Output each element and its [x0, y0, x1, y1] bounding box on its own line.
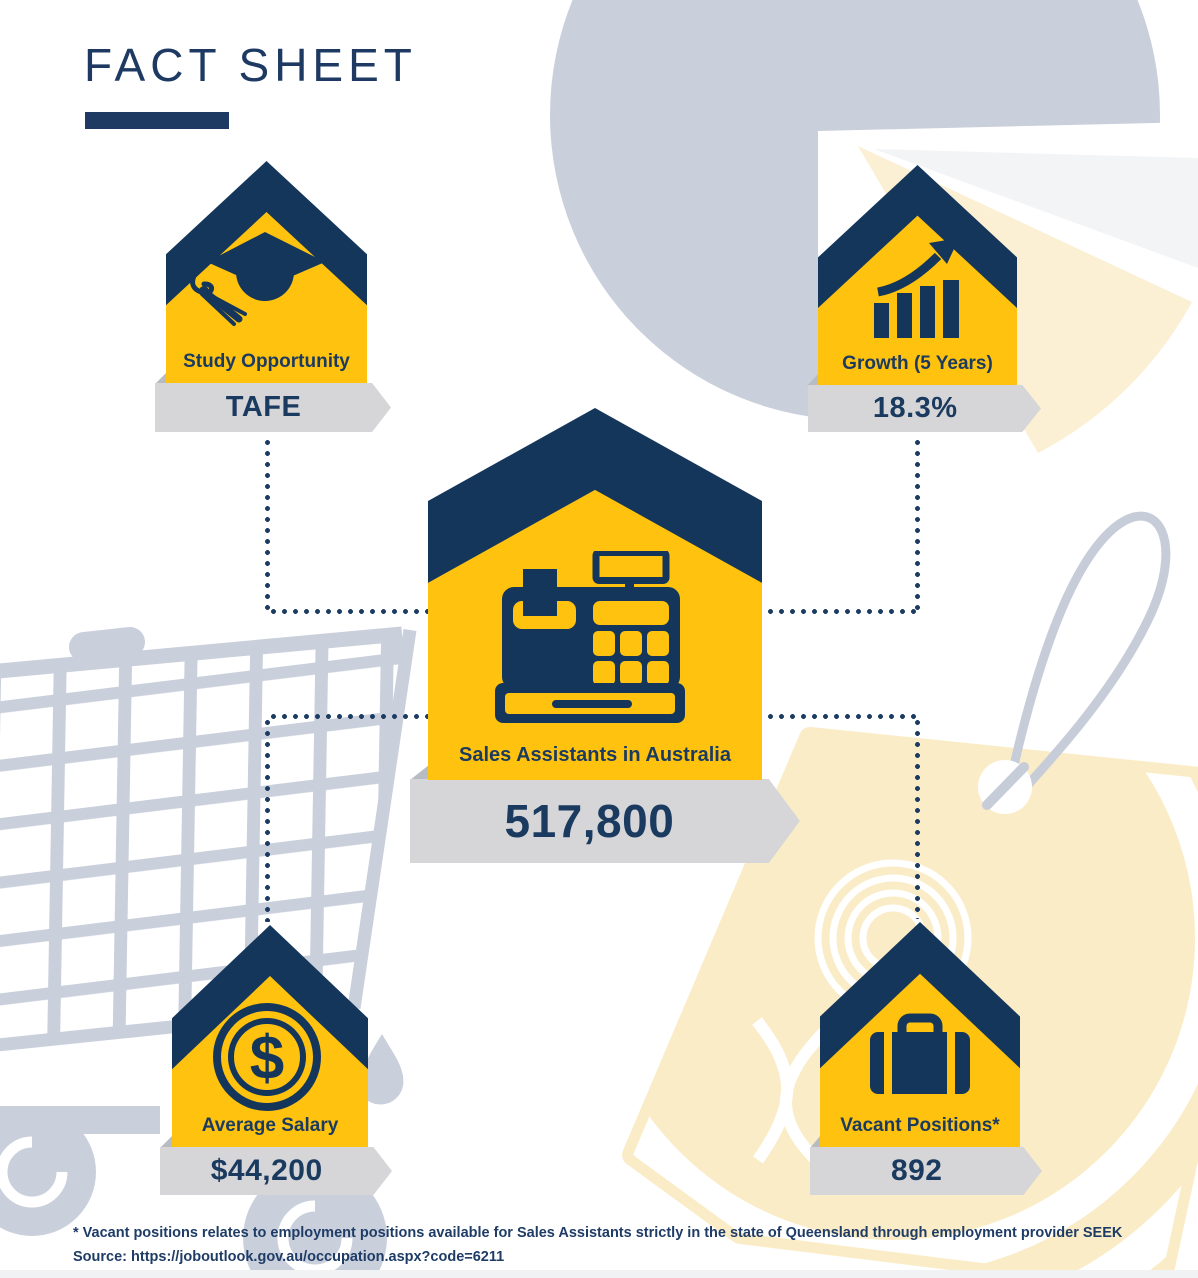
stat-label: Sales Assistants in Australia [459, 744, 731, 766]
banner-ribbon [160, 1147, 392, 1195]
svg-text:$: $ [250, 1024, 284, 1093]
dollar-coin-icon: $ [213, 1003, 321, 1111]
growth-banner: 18.3% [808, 385, 1041, 432]
cash-register-icon [495, 551, 685, 723]
briefcase-icon [870, 1013, 970, 1094]
stat-label: Study Opportunity [183, 351, 350, 372]
connector-vacant-vertical [915, 717, 920, 919]
tag-string-decoration [978, 511, 1171, 814]
connector-vacant-horizontal [765, 714, 918, 719]
banner-ribbon [410, 779, 800, 863]
banner-ribbon [808, 385, 1041, 432]
stat-card-growth: Growth (5 Years) [818, 165, 1017, 385]
footer: * Vacant positions relates to employment… [73, 1221, 1173, 1269]
connector-salary-vertical [265, 717, 270, 922]
stat-value: $44,200 [210, 1154, 323, 1187]
connector-salary-horizontal [268, 714, 428, 719]
stat-label: Average Salary [201, 1115, 339, 1136]
study-opportunity-banner: TAFE [155, 383, 391, 432]
growth-chart-icon [874, 238, 959, 338]
stat-value: 517,800 [504, 795, 675, 847]
stat-label: Vacant Positions* [840, 1115, 1000, 1136]
connector-study-vertical [265, 437, 270, 612]
connector-study-horizontal [268, 609, 428, 614]
footnote: * Vacant positions relates to employment… [73, 1225, 1123, 1241]
page-title: FACT SHEET [84, 39, 417, 91]
stat-value: 892 [890, 1154, 943, 1187]
connector-growth-horizontal [765, 609, 918, 614]
stat-card-study-opportunity: Study Opportunity [166, 161, 367, 383]
source-note: Source: https://joboutlook.gov.au/occupa… [73, 1249, 505, 1265]
banner-ribbon [155, 383, 391, 432]
average-salary-banner: $44,200 [160, 1147, 392, 1195]
connector-growth-vertical [915, 437, 920, 612]
shopping-cart-decoration [0, 626, 417, 1278]
stat-value: TAFE [225, 391, 302, 423]
stat-card-vacant-positions: Vacant Positions* [820, 922, 1020, 1147]
title-underline [85, 112, 229, 129]
vacant-positions-banner: 892 [810, 1147, 1042, 1195]
graduation-cap-icon [190, 232, 325, 326]
stat-label: Growth (5 Years) [842, 353, 993, 374]
banner-ribbon [810, 1147, 1042, 1195]
sales-assistants-banner: 517,800 [410, 779, 800, 863]
banner-fold [810, 1135, 821, 1148]
stat-card-sales-assistants: Sales Assistants in Australia [428, 408, 762, 780]
bottom-strip [0, 1270, 1198, 1278]
stat-card-average-salary: $ Average Salary [172, 925, 368, 1147]
stat-value: 18.3% [872, 392, 958, 424]
